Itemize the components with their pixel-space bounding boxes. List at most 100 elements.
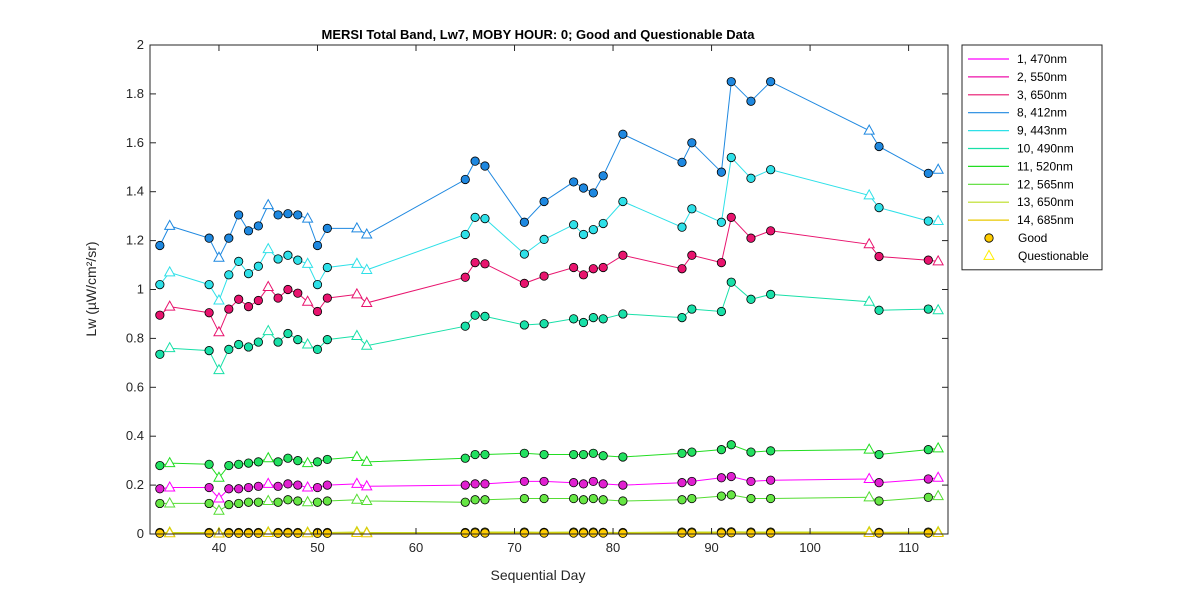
data-point-good: [293, 210, 303, 220]
data-point-good: [539, 271, 549, 281]
data-point-good: [539, 196, 549, 207]
data-point-questionable: [262, 280, 275, 292]
data-point-good: [578, 229, 589, 240]
data-point-good: [480, 479, 490, 489]
data-point-good: [224, 528, 234, 538]
data-point-good: [312, 306, 323, 317]
data-point-questionable: [360, 494, 373, 505]
data-point-good: [716, 491, 727, 501]
x-tick-label: 50: [310, 540, 324, 555]
data-point-good: [480, 213, 490, 224]
data-point-good: [470, 528, 480, 538]
data-point-good: [746, 233, 756, 243]
data-point-good: [618, 129, 628, 139]
data-point-questionable: [163, 456, 176, 468]
data-point-good: [726, 277, 736, 287]
data-point-good: [460, 480, 470, 490]
y-tick-label: 1.2: [126, 233, 144, 248]
data-point-good: [283, 495, 293, 505]
data-point-good: [312, 280, 323, 290]
data-point-good: [312, 240, 323, 251]
data-point-good: [224, 233, 234, 243]
data-point-questionable: [163, 481, 176, 492]
data-point-good: [618, 250, 628, 260]
data-point-good: [480, 311, 490, 321]
data-point-good: [273, 210, 283, 220]
y-tick-label: 1.4: [126, 184, 144, 199]
data-point-good: [569, 262, 579, 273]
data-point-good: [460, 321, 470, 331]
data-point-questionable: [301, 295, 314, 306]
data-point-good: [677, 157, 687, 167]
data-point-good: [224, 500, 234, 510]
legend-label: 9, 443nm: [1017, 124, 1067, 138]
data-point-questionable: [301, 526, 314, 538]
data-point-good: [746, 173, 756, 183]
data-point-good: [273, 254, 283, 264]
data-point-good: [470, 212, 480, 222]
data-point-good: [726, 490, 736, 500]
data-point-good: [569, 177, 579, 187]
series-group: [155, 440, 944, 482]
data-point-good: [480, 161, 490, 171]
legend-label: 13, 650nm: [1017, 195, 1074, 209]
x-tick-label: 90: [704, 540, 718, 555]
data-point-good: [293, 496, 303, 506]
data-point-good: [687, 528, 697, 538]
data-point-good: [598, 451, 608, 461]
data-point-good: [874, 478, 884, 488]
data-point-good: [322, 335, 332, 345]
data-point-questionable: [351, 477, 363, 488]
series-group: [155, 212, 944, 337]
data-point-good: [539, 234, 549, 244]
data-point-good: [312, 497, 323, 507]
data-point-good: [204, 498, 214, 509]
data-point-good: [224, 270, 234, 280]
data-point-good: [618, 528, 628, 538]
data-point-good: [234, 294, 244, 304]
data-point-questionable: [351, 493, 363, 504]
data-point-questionable: [360, 296, 373, 307]
data-point-good: [293, 456, 303, 466]
data-point-questionable: [932, 471, 944, 482]
data-point-good: [470, 310, 480, 320]
data-point-good: [234, 339, 244, 350]
legend-marker-questionable: [983, 249, 995, 260]
data-point-good: [155, 310, 165, 320]
data-point-good: [726, 440, 736, 450]
data-point-good: [273, 337, 283, 347]
data-point-questionable: [262, 198, 275, 210]
data-point-questionable: [163, 219, 176, 230]
data-point-good: [322, 293, 332, 303]
data-point-good: [243, 269, 254, 279]
data-point-good: [480, 528, 490, 538]
data-point-good: [569, 478, 579, 488]
data-point-good: [293, 288, 303, 298]
data-point-good: [470, 495, 480, 505]
data-point-good: [480, 449, 490, 460]
series-group: [155, 77, 944, 262]
data-point-good: [746, 447, 756, 457]
data-point-questionable: [213, 293, 225, 305]
data-point-good: [234, 528, 244, 538]
data-point-good: [519, 448, 529, 458]
legend-label: Questionable: [1018, 249, 1089, 263]
data-point-good: [273, 497, 283, 507]
data-point-good: [243, 482, 254, 493]
plot-area: [150, 45, 948, 534]
data-point-good: [923, 168, 933, 178]
data-point-good: [460, 174, 470, 185]
data-point-good: [273, 481, 283, 491]
data-point-good: [470, 258, 480, 268]
data-point-good: [253, 457, 263, 467]
legend-label: 12, 565nm: [1017, 177, 1074, 191]
y-tick-label: 0.2: [126, 477, 144, 492]
data-point-questionable: [351, 450, 363, 461]
y-tick-label: 0.4: [126, 428, 144, 443]
data-point-good: [204, 346, 214, 356]
data-point-good: [874, 202, 884, 213]
data-point-good: [283, 284, 293, 295]
data-point-questionable: [301, 257, 314, 268]
data-point-good: [598, 262, 608, 273]
